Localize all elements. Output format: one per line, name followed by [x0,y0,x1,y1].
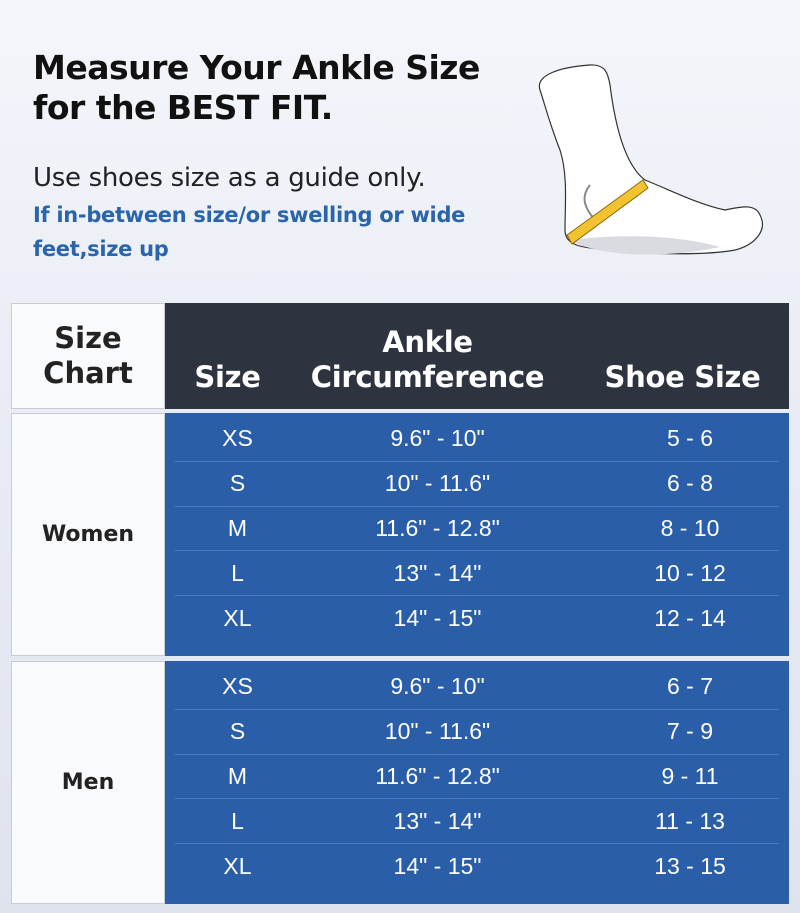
table-row: XL 14" - 15" 12 - 14 [175,596,779,641]
cell-ankle: 9.6" - 10" [390,673,485,700]
table-row: XS 9.6" - 10" 5 - 6 [175,417,779,462]
cell-size: XL [223,605,252,632]
table-row: S 10" - 11.6" 7 - 9 [175,710,779,755]
title-line-2: for the BEST FIT. [33,88,333,127]
table-row: M 11.6" - 12.8" 8 - 10 [175,507,779,552]
cell-shoe: 7 - 9 [666,718,714,745]
cell-size: XS [222,425,253,452]
cell-size: S [229,718,246,745]
cell-ankle: 10" - 11.6" [384,470,491,497]
cell-ankle: 11.6" - 12.8" [375,762,500,789]
table-row: L 13" - 14" 11 - 13 [175,799,779,845]
table-row: L 13" - 14" 10 - 12 [175,551,779,597]
cell-shoe: 10 - 12 [654,559,726,586]
size-up-note: If in-between size/or swelling or wide f… [33,203,466,261]
cell-shoe: 9 - 11 [661,762,719,789]
cell-shoe: 13 - 15 [654,853,726,880]
header-shoe-size: Shoe Size [604,360,761,394]
corner-line-1: Size [54,321,122,355]
cell-size: L [231,807,244,834]
cell-ankle: 11.6" - 12.8" [375,514,500,541]
header-ankle-line-1: Ankle [382,325,473,359]
cell-shoe: 8 - 10 [660,514,720,541]
cell-shoe: 12 - 14 [654,605,726,632]
cell-shoe: 6 - 7 [666,673,714,700]
table-row: S 10" - 11.6" 6 - 8 [175,462,779,507]
cell-size: XS [222,673,253,700]
cell-size: XL [223,853,252,880]
page-title: Measure Your Ankle Size for the BEST FIT… [33,48,480,128]
cell-ankle: 13" - 14" [393,559,482,586]
cell-size: M [227,762,248,789]
table-row: XS 9.6" - 10" 6 - 7 [175,665,779,710]
group-label-men: Men [11,661,165,904]
cell-shoe: 5 - 6 [666,425,714,452]
foot-measuring-illustration [538,64,763,255]
corner-line-2: Chart [43,356,133,390]
size-chart-corner: Size Chart [11,303,165,409]
table-header: Size Ankle Circumference Shoe Size [165,303,789,409]
table-row: M 11.6" - 12.8" 9 - 11 [175,755,779,800]
cell-size: S [229,470,246,497]
cell-size: L [231,559,244,586]
header-size: Size [194,360,261,394]
title-line-1: Measure Your Ankle Size [33,48,480,87]
header-ankle-line-2: Circumference [310,360,545,394]
cell-ankle: 10" - 11.6" [384,718,491,745]
cell-ankle: 14" - 15" [393,853,482,880]
cell-ankle: 9.6" - 10" [390,425,485,452]
header-ankle: Ankle Circumference [295,325,560,395]
men-rows: XS 9.6" - 10" 6 - 7 S 10" - 11.6" 7 - 9 M 11.6"… [165,661,789,904]
cell-ankle: 13" - 14" [393,807,482,834]
women-rows: XS 9.6" - 10" 5 - 6 S 10" - 11.6" 6 - 8 M 11.6"… [165,413,789,656]
cell-ankle: 14" - 15" [393,605,482,632]
cell-shoe: 11 - 13 [655,807,725,834]
subheading: Use shoes size as a guide only. [33,163,426,193]
cell-shoe: 6 - 8 [666,470,714,497]
group-label-women: Women [11,413,165,656]
cell-size: M [227,514,248,541]
table-row: XL 14" - 15" 13 - 15 [175,844,779,889]
